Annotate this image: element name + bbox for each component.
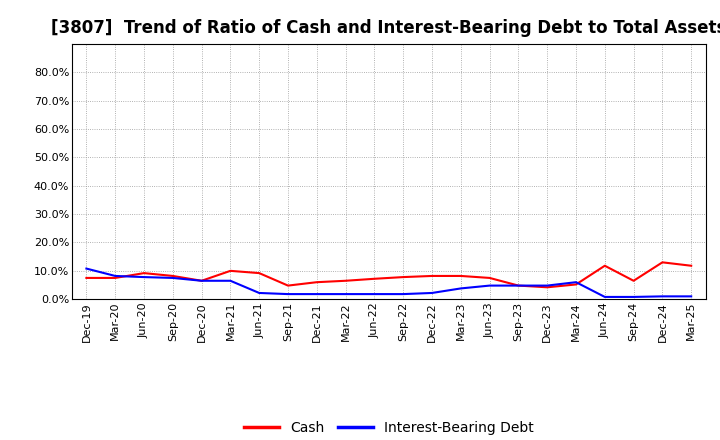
Interest-Bearing Debt (456, 286, 465, 291)
Interest-Bearing Debt (629, 294, 638, 300)
Interest-Bearing Debt (111, 273, 120, 279)
Cash (456, 273, 465, 279)
Cash (226, 268, 235, 274)
Interest-Bearing Debt (658, 294, 667, 299)
Cash (197, 278, 206, 283)
Interest-Bearing Debt (572, 279, 580, 285)
Cash (341, 278, 350, 283)
Cash (514, 283, 523, 288)
Interest-Bearing Debt (284, 291, 292, 297)
Interest-Bearing Debt (600, 294, 609, 300)
Cash (168, 273, 177, 279)
Line: Cash: Cash (86, 262, 691, 287)
Interest-Bearing Debt (485, 283, 494, 288)
Interest-Bearing Debt (226, 278, 235, 283)
Cash (284, 283, 292, 288)
Cash (629, 278, 638, 283)
Cash (312, 279, 321, 285)
Interest-Bearing Debt (514, 283, 523, 288)
Interest-Bearing Debt (399, 291, 408, 297)
Cash (687, 263, 696, 268)
Interest-Bearing Debt (341, 291, 350, 297)
Interest-Bearing Debt (255, 290, 264, 296)
Cash (572, 282, 580, 287)
Cash (82, 275, 91, 281)
Cash (428, 273, 436, 279)
Cash (255, 271, 264, 276)
Title: [3807]  Trend of Ratio of Cash and Interest-Bearing Debt to Total Assets: [3807] Trend of Ratio of Cash and Intere… (51, 19, 720, 37)
Cash (658, 260, 667, 265)
Cash (111, 275, 120, 281)
Cash (600, 263, 609, 268)
Cash (485, 275, 494, 281)
Interest-Bearing Debt (197, 278, 206, 283)
Interest-Bearing Debt (82, 266, 91, 271)
Line: Interest-Bearing Debt: Interest-Bearing Debt (86, 268, 691, 297)
Cash (140, 271, 148, 276)
Interest-Bearing Debt (312, 291, 321, 297)
Legend: Cash, Interest-Bearing Debt: Cash, Interest-Bearing Debt (238, 415, 539, 440)
Interest-Bearing Debt (140, 275, 148, 280)
Cash (370, 276, 379, 282)
Cash (543, 285, 552, 290)
Interest-Bearing Debt (370, 291, 379, 297)
Interest-Bearing Debt (428, 290, 436, 296)
Interest-Bearing Debt (687, 294, 696, 299)
Interest-Bearing Debt (543, 283, 552, 288)
Interest-Bearing Debt (168, 275, 177, 281)
Cash (399, 275, 408, 280)
